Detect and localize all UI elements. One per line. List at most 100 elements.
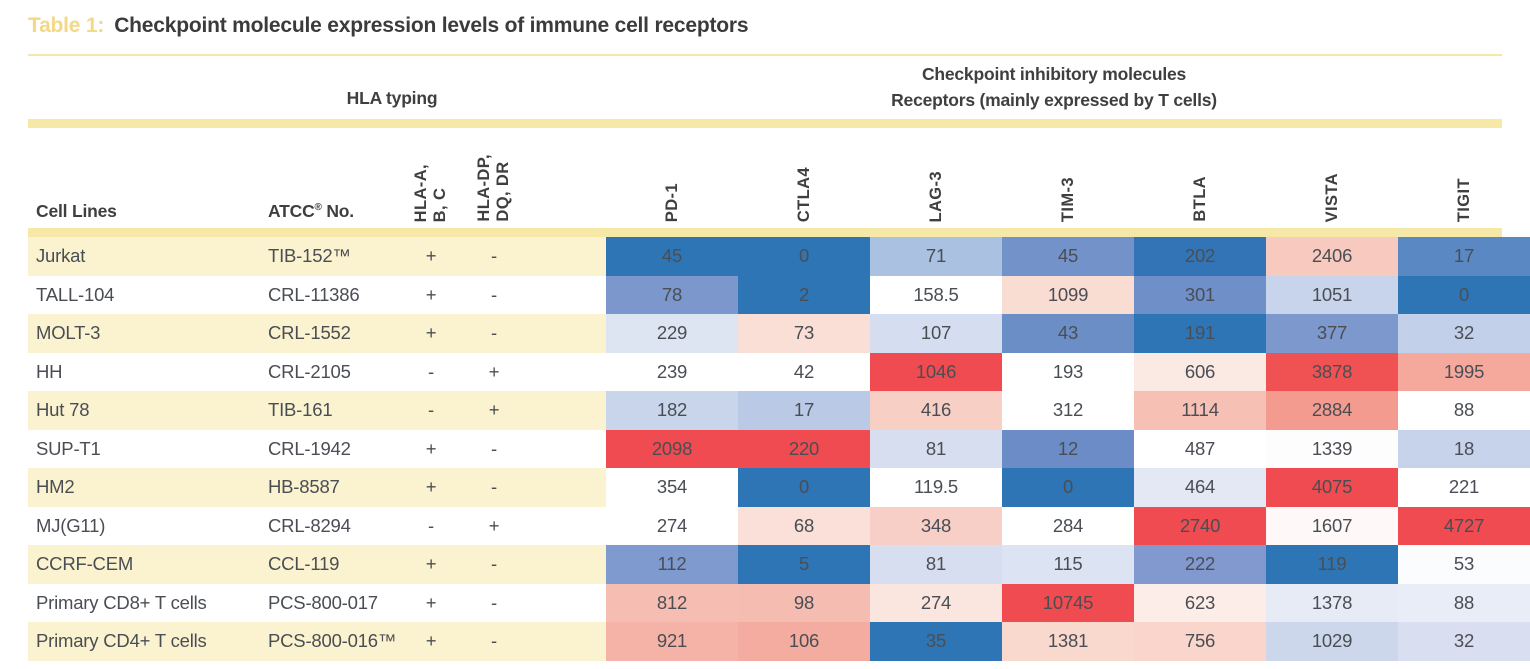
table-title: Table 1: Checkpoint molecule expression … (28, 14, 1502, 44)
hla-dpdqdr-flag: - (462, 545, 526, 584)
row-spacer (526, 583, 606, 622)
heatmap-cell: 88 (1398, 391, 1530, 430)
row-spacer (526, 275, 606, 314)
receptor-col-header: LAG-3 (870, 128, 1002, 228)
heatmap-cell: 1607 (1266, 506, 1398, 545)
heatmap-cell: 274 (870, 583, 1002, 622)
table-row: MJ(G11) CRL-8294- +274 68 348 284 2740 1607 4727 (28, 506, 1530, 545)
heatmap-cell: 312 (1002, 391, 1134, 430)
heatmap-cell: 4075 (1266, 468, 1398, 507)
heatmap-cell: 1029 (1266, 622, 1398, 661)
receptor-col-label: TIGIT (1454, 177, 1473, 222)
heatmap-cell: 12 (1002, 429, 1134, 468)
row-label: HH (28, 352, 260, 391)
hla-abc-flag: + (400, 237, 462, 276)
heatmap-cell: 43 (1002, 314, 1134, 353)
receptor-col-label: LAG-3 (926, 170, 945, 223)
hla-dpdqdr-flag: - (462, 429, 526, 468)
heatmap-cell: 623 (1134, 583, 1266, 622)
heatmap-cell: 0 (738, 468, 870, 507)
heatmap-cell: 416 (870, 391, 1002, 430)
hla-abc-flag: + (400, 275, 462, 314)
row-spacer (526, 237, 606, 276)
heatmap-cell: 2098 (606, 429, 738, 468)
heatmap-cell: 812 (606, 583, 738, 622)
atcc-number: PCS-800-016™ (260, 622, 400, 661)
row-label: CCRF-CEM (28, 545, 260, 584)
heatmap-cell: 354 (606, 468, 738, 507)
row-label: TALL-104 (28, 275, 260, 314)
heatmap-cell: 377 (1266, 314, 1398, 353)
receptor-col-label: PD-1 (662, 182, 681, 222)
heatmap-cell: 2884 (1266, 391, 1398, 430)
heatmap-cell: 220 (738, 429, 870, 468)
heatmap-cell: 45 (1002, 237, 1134, 276)
heatmap-cell: 191 (1134, 314, 1266, 353)
row-label: Jurkat (28, 237, 260, 276)
hla-abc-flag: + (400, 468, 462, 507)
row-label: MOLT-3 (28, 314, 260, 353)
header-bar-bottom (28, 228, 1502, 237)
heatmap-cell: 0 (738, 237, 870, 276)
heatmap-cell: 68 (738, 506, 870, 545)
receptor-col-header: BTLA (1134, 128, 1266, 228)
receptor-col-header: TIGIT (1398, 128, 1530, 228)
heatmap-cell: 73 (738, 314, 870, 353)
heatmap-cell: 221 (1398, 468, 1530, 507)
atcc-number: CRL-2105 (260, 352, 400, 391)
atcc-number: CCL-119 (260, 545, 400, 584)
header-bar-top (28, 119, 1502, 128)
table-row: CCRF-CEM CCL-119 + - 112 5 81 115 222 119 53 (28, 545, 1530, 584)
group-header-hla: HLA typing (28, 56, 606, 119)
table-row: TALL-104 CRL-11386 + - 78 2 158.5 1099 301 1051 0 (28, 275, 1530, 314)
table-row: Hut 78 TIB-161- +182 17 416 312 1114 2884 88 (28, 391, 1530, 430)
hla-abc-flag: + (400, 314, 462, 353)
heatmap-cell: 119.5 (870, 468, 1002, 507)
row-spacer (526, 622, 606, 661)
heatmap-cell: 1378 (1266, 583, 1398, 622)
heatmap-cell: 71 (870, 237, 1002, 276)
heatmap-cell: 106 (738, 622, 870, 661)
hla-dpdqdr-flag: + (462, 391, 526, 430)
hla-dpdqdr-flag: + (462, 352, 526, 391)
heatmap-cell: 4727 (1398, 506, 1530, 545)
row-spacer (526, 468, 606, 507)
heatmap-cell: 81 (870, 429, 1002, 468)
heatmap-cell: 274 (606, 506, 738, 545)
heatmap-cell: 0 (1002, 468, 1134, 507)
heatmap-cell: 115 (1002, 545, 1134, 584)
heatmap-cell: 464 (1134, 468, 1266, 507)
receptor-col-label: CTLA4 (794, 166, 813, 222)
col-header-cell-lines: Cell Lines (36, 201, 117, 221)
heatmap-cell: 348 (870, 506, 1002, 545)
hla-abc-flag: - (400, 352, 462, 391)
row-label: HM2 (28, 468, 260, 507)
checkpoint-line1: Checkpoint inhibitory molecules (921, 64, 1187, 84)
heatmap-cell: 606 (1134, 352, 1266, 391)
atcc-number: TIB-161 (260, 391, 400, 430)
table-number-label: Table 1: (28, 14, 105, 37)
heatmap-cell: 1046 (870, 352, 1002, 391)
heatmap-cell: 53 (1398, 545, 1530, 584)
heatmap-cell: 1339 (1266, 429, 1398, 468)
col-header-hla-abc: HLA-A, B, C (412, 163, 449, 222)
atcc-number: HB-8587 (260, 468, 400, 507)
heatmap-cell: 5 (738, 545, 870, 584)
hla-dpdqdr-flag: - (462, 237, 526, 276)
heatmap-cell: 2 (738, 275, 870, 314)
row-spacer (526, 314, 606, 353)
col-header-hla-dpdqdr: HLA-DP, DQ, DR (475, 154, 512, 222)
group-header-row: HLA typing Checkpoint inhibitory molecul… (28, 56, 1502, 119)
heatmap-cell: 158.5 (870, 275, 1002, 314)
hla-dpdqdr-flag: - (462, 314, 526, 353)
row-spacer (526, 352, 606, 391)
group-header-checkpoint: Checkpoint inhibitory molecules Receptor… (606, 56, 1502, 119)
table-row: Primary CD4+ T cells PCS-800-016™ + - 921 106… (28, 622, 1530, 661)
heatmap-cell: 10745 (1002, 583, 1134, 622)
heatmap-cell: 229 (606, 314, 738, 353)
title-divider (28, 54, 1502, 56)
heatmap-cell: 17 (738, 391, 870, 430)
heatmap-cell: 921 (606, 622, 738, 661)
hla-dpdqdr-flag: - (462, 468, 526, 507)
